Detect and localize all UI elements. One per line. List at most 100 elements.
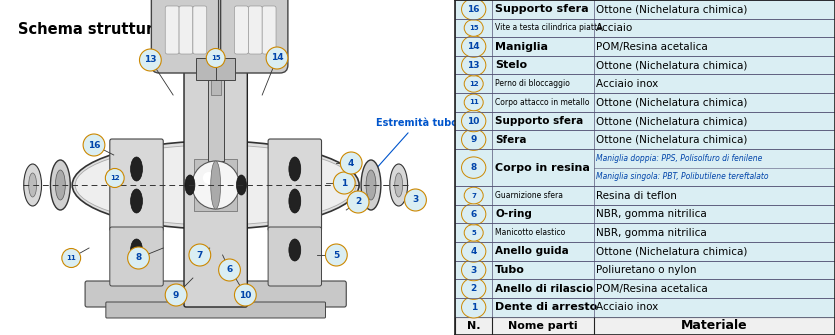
Circle shape <box>206 49 225 67</box>
Bar <box>455 223 835 242</box>
Bar <box>210 75 220 95</box>
Ellipse shape <box>361 160 381 210</box>
Text: 11: 11 <box>468 99 478 106</box>
Bar <box>455 19 835 37</box>
Text: 9: 9 <box>470 135 477 144</box>
Bar <box>455 93 835 112</box>
Ellipse shape <box>289 157 301 181</box>
Circle shape <box>462 296 486 318</box>
Circle shape <box>464 224 483 241</box>
Text: N.: N. <box>467 321 480 331</box>
Bar <box>455 279 835 298</box>
Circle shape <box>462 129 486 150</box>
Bar <box>455 130 835 149</box>
Text: 3: 3 <box>471 266 477 275</box>
Text: Corpo attacco in metallo: Corpo attacco in metallo <box>495 98 590 107</box>
Text: Corpo in resina: Corpo in resina <box>495 162 590 173</box>
Text: Nome parti: Nome parti <box>509 321 578 331</box>
Text: Materiale: Materiale <box>681 319 748 332</box>
Text: Anello guida: Anello guida <box>495 247 569 256</box>
Bar <box>194 195 237 211</box>
Text: Acciaio: Acciaio <box>596 23 634 33</box>
Ellipse shape <box>55 170 65 200</box>
Text: 1: 1 <box>471 303 477 312</box>
Circle shape <box>462 110 486 132</box>
Circle shape <box>105 169 124 188</box>
Text: 5: 5 <box>471 230 476 236</box>
Text: 11: 11 <box>66 255 76 261</box>
Ellipse shape <box>130 239 143 261</box>
Text: 13: 13 <box>468 61 480 70</box>
Ellipse shape <box>75 145 357 225</box>
FancyBboxPatch shape <box>179 6 193 54</box>
Text: 16: 16 <box>468 5 480 14</box>
Text: O-ring: O-ring <box>495 209 532 219</box>
Ellipse shape <box>185 175 195 195</box>
Bar <box>455 56 835 74</box>
Circle shape <box>462 259 486 281</box>
Text: 8: 8 <box>135 254 142 263</box>
FancyBboxPatch shape <box>106 302 326 318</box>
Bar <box>455 261 835 279</box>
Bar <box>455 0 835 19</box>
FancyBboxPatch shape <box>165 6 179 54</box>
Ellipse shape <box>366 170 376 200</box>
Circle shape <box>84 134 105 156</box>
Text: 15: 15 <box>469 25 478 31</box>
Text: Supporto sfera: Supporto sfera <box>495 116 584 126</box>
Text: Estremità tubo: Estremità tubo <box>369 118 458 177</box>
Bar <box>455 112 835 130</box>
Circle shape <box>464 94 483 111</box>
Text: Supporto sfera: Supporto sfera <box>495 4 589 14</box>
Bar <box>455 205 835 223</box>
Circle shape <box>462 278 486 299</box>
Circle shape <box>462 36 486 57</box>
Circle shape <box>341 152 362 174</box>
Text: Maniglia: Maniglia <box>495 42 549 52</box>
Circle shape <box>266 47 288 69</box>
FancyBboxPatch shape <box>110 139 163 231</box>
Text: 2: 2 <box>355 198 362 206</box>
Text: Manicotto elastico: Manicotto elastico <box>495 228 565 237</box>
Text: Tubo: Tubo <box>495 265 525 275</box>
Text: 6: 6 <box>471 210 477 219</box>
Circle shape <box>192 161 240 209</box>
Ellipse shape <box>236 175 246 195</box>
Circle shape <box>203 172 215 184</box>
Text: 9: 9 <box>173 290 180 299</box>
Ellipse shape <box>395 173 402 197</box>
Ellipse shape <box>130 157 143 181</box>
Text: Guarnizione sfera: Guarnizione sfera <box>495 191 564 200</box>
Bar <box>455 186 835 205</box>
FancyBboxPatch shape <box>110 227 163 286</box>
Text: 10: 10 <box>468 117 480 126</box>
Circle shape <box>462 241 486 262</box>
Circle shape <box>462 0 486 20</box>
Text: Resina di teflon: Resina di teflon <box>596 191 677 201</box>
Circle shape <box>165 284 187 306</box>
Text: Perno di bloccaggio: Perno di bloccaggio <box>495 79 570 88</box>
Text: Ottone (Nichelatura chimica): Ottone (Nichelatura chimica) <box>596 247 748 256</box>
Ellipse shape <box>289 189 301 213</box>
Text: Poliuretano o nylon: Poliuretano o nylon <box>596 265 697 275</box>
Text: 8: 8 <box>471 163 477 172</box>
Circle shape <box>405 189 427 211</box>
Text: 3: 3 <box>412 196 418 204</box>
Text: Ottone (Nichelatura chimica): Ottone (Nichelatura chimica) <box>596 4 748 14</box>
Text: NBR, gomma nitrilica: NBR, gomma nitrilica <box>596 209 707 219</box>
Text: 4: 4 <box>348 158 354 168</box>
Text: Acciaio inox: Acciaio inox <box>596 302 659 312</box>
Circle shape <box>464 19 483 36</box>
FancyBboxPatch shape <box>193 6 207 54</box>
Bar <box>455 74 835 93</box>
Bar <box>194 159 237 175</box>
Text: POM/Resina acetalica: POM/Resina acetalica <box>596 284 708 294</box>
Ellipse shape <box>130 189 143 213</box>
Circle shape <box>62 249 81 268</box>
FancyBboxPatch shape <box>248 6 262 54</box>
Text: Sfera: Sfera <box>495 135 527 145</box>
Bar <box>455 298 835 317</box>
Bar <box>208 65 224 161</box>
Text: Anello di rilascio: Anello di rilascio <box>495 284 594 294</box>
Ellipse shape <box>72 141 359 229</box>
